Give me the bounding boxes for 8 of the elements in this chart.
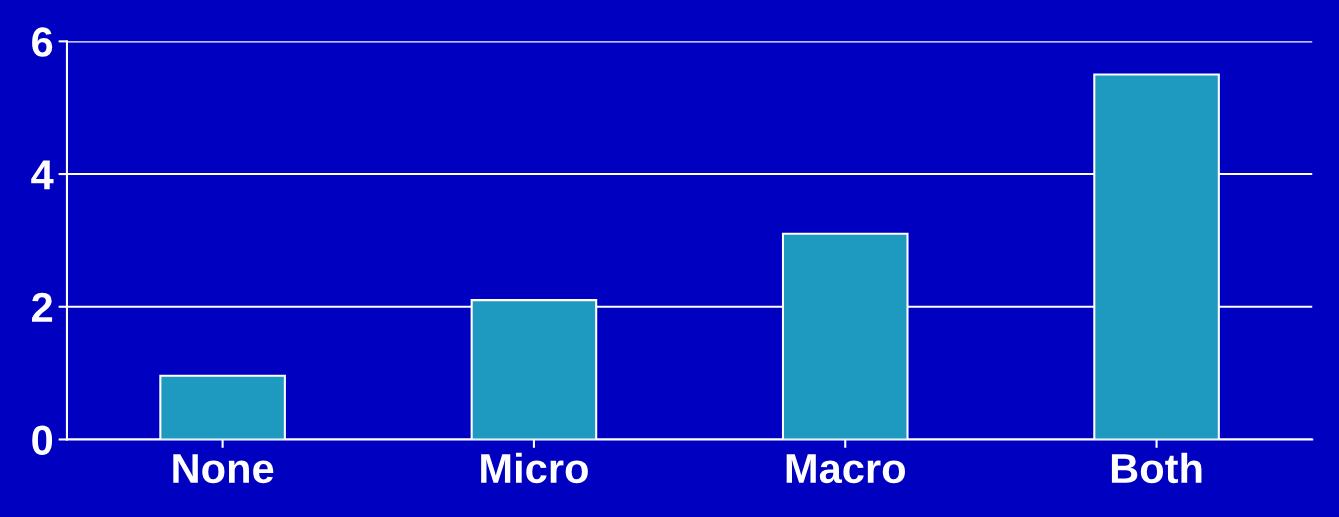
x-tick-label: None xyxy=(173,454,274,484)
x-tick-label: Both xyxy=(1111,452,1202,484)
y-tick-label: 6 xyxy=(32,27,53,57)
y-tick-label: 4 xyxy=(31,160,54,190)
x-tick-label: Macro xyxy=(786,454,905,484)
x-tick-label: Micro xyxy=(481,452,588,484)
y-tick-label: 0 xyxy=(32,425,53,455)
y-tick-label: 2 xyxy=(32,292,53,322)
